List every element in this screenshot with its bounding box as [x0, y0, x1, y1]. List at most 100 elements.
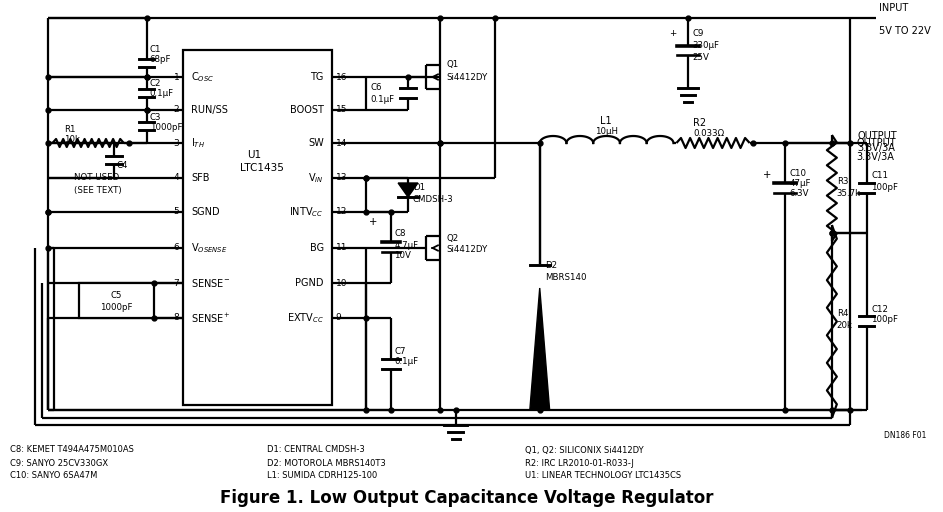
Text: C2: C2 — [150, 78, 161, 88]
Text: 3.3V/3A: 3.3V/3A — [856, 152, 895, 162]
Text: 0.1μF: 0.1μF — [150, 89, 174, 97]
Text: EXTV$_{CC}$: EXTV$_{CC}$ — [287, 311, 323, 325]
Text: CMDSH-3: CMDSH-3 — [413, 195, 454, 203]
Text: 15: 15 — [336, 105, 347, 115]
Text: DN186 F01: DN186 F01 — [884, 431, 926, 439]
Text: NOT USED: NOT USED — [74, 174, 120, 182]
Text: 4.7μF: 4.7μF — [394, 241, 419, 249]
Text: C12: C12 — [871, 305, 888, 313]
Text: BG: BG — [309, 243, 323, 253]
Text: 2: 2 — [174, 105, 179, 115]
Text: SGND: SGND — [191, 207, 220, 217]
Text: 11: 11 — [336, 244, 347, 252]
Text: OUTPUT: OUTPUT — [857, 131, 897, 141]
Text: D1: D1 — [413, 182, 425, 191]
Text: 10μH: 10μH — [595, 127, 618, 137]
Text: 0.1μF: 0.1μF — [394, 357, 419, 367]
Text: I$_{TH}$: I$_{TH}$ — [191, 136, 206, 150]
Text: 4: 4 — [174, 174, 179, 182]
Text: C1: C1 — [150, 45, 161, 53]
Text: 10: 10 — [336, 279, 347, 288]
Text: OUTPUT: OUTPUT — [856, 138, 896, 148]
Text: RUN/SS: RUN/SS — [191, 105, 228, 115]
Text: 10k: 10k — [64, 135, 80, 143]
Text: SFB: SFB — [191, 173, 209, 183]
Text: C7: C7 — [394, 347, 405, 355]
Text: C$_{OSC}$: C$_{OSC}$ — [191, 70, 214, 84]
Bar — [79, 283, 154, 318]
Text: C5: C5 — [110, 290, 122, 300]
Text: 14: 14 — [336, 139, 347, 147]
Text: Q2: Q2 — [447, 233, 459, 243]
Text: C8: C8 — [394, 229, 405, 239]
Text: 68pF: 68pF — [150, 55, 171, 65]
Text: SW: SW — [308, 138, 323, 148]
Text: Si4412DY: Si4412DY — [447, 245, 488, 254]
Text: L1: SUMIDA CDRH125-100: L1: SUMIDA CDRH125-100 — [268, 472, 377, 480]
Text: C11: C11 — [871, 172, 888, 181]
Text: 0.033Ω: 0.033Ω — [693, 130, 724, 139]
Text: 47μF: 47μF — [789, 179, 811, 187]
Text: Figure 1. Low Output Capacitance Voltage Regulator: Figure 1. Low Output Capacitance Voltage… — [220, 489, 713, 507]
Text: 6: 6 — [174, 244, 179, 252]
Text: INTV$_{CC}$: INTV$_{CC}$ — [290, 205, 323, 219]
Text: U1: LINEAR TECHNOLOGY LTC1435CS: U1: LINEAR TECHNOLOGY LTC1435CS — [525, 472, 681, 480]
Text: 100pF: 100pF — [871, 315, 899, 325]
Text: C10: SANYO 6SA47M: C10: SANYO 6SA47M — [10, 472, 97, 480]
Text: C8: KEMET T494A475M010AS: C8: KEMET T494A475M010AS — [10, 445, 134, 455]
Text: 1: 1 — [174, 73, 179, 81]
Text: R2: R2 — [693, 118, 706, 128]
Text: 330μF: 330μF — [692, 40, 720, 50]
Text: +: + — [369, 217, 377, 227]
Text: TG: TG — [310, 72, 323, 82]
Text: INPUT: INPUT — [880, 3, 909, 13]
Text: 1000pF: 1000pF — [150, 123, 182, 133]
Text: D2: MOTOROLA MBRS140T3: D2: MOTOROLA MBRS140T3 — [268, 459, 386, 467]
Text: 8: 8 — [174, 313, 179, 323]
Text: R2: IRC LR2010-01-R033-J: R2: IRC LR2010-01-R033-J — [525, 459, 634, 467]
Text: Si4412DY: Si4412DY — [447, 73, 488, 81]
Text: C9: C9 — [692, 29, 703, 37]
Text: L1: L1 — [601, 116, 612, 126]
Text: C3: C3 — [150, 114, 161, 122]
Text: 7: 7 — [174, 279, 179, 288]
Text: 16: 16 — [336, 73, 347, 81]
Text: D2: D2 — [545, 262, 556, 270]
Text: 12: 12 — [336, 207, 347, 217]
Text: SENSE$^{+}$: SENSE$^{+}$ — [191, 311, 230, 325]
Text: C9: SANYO 25CV330GX: C9: SANYO 25CV330GX — [10, 459, 108, 467]
Text: 3: 3 — [174, 139, 179, 147]
Text: 100pF: 100pF — [871, 182, 899, 191]
Text: 35.7k: 35.7k — [836, 188, 861, 198]
Text: 3.3V/3A: 3.3V/3A — [857, 143, 896, 153]
Text: V$_{IN}$: V$_{IN}$ — [308, 171, 323, 185]
Text: BOOST: BOOST — [290, 105, 323, 115]
Text: 9: 9 — [336, 313, 341, 323]
Text: R3: R3 — [836, 177, 849, 185]
Text: (SEE TEXT): (SEE TEXT) — [74, 185, 122, 195]
Text: C10: C10 — [789, 168, 806, 178]
Text: 25V: 25V — [692, 53, 709, 61]
Text: MBRS140: MBRS140 — [545, 273, 587, 283]
Text: R4: R4 — [836, 309, 849, 318]
Polygon shape — [398, 183, 418, 197]
Text: Q1, Q2: SILICONIX Si4412DY: Q1, Q2: SILICONIX Si4412DY — [525, 445, 643, 455]
Text: +: + — [670, 29, 676, 37]
Text: 13: 13 — [336, 174, 347, 182]
Bar — [183, 50, 332, 405]
Text: C6: C6 — [371, 83, 382, 93]
Text: +: + — [763, 170, 771, 180]
Text: 0.1μF: 0.1μF — [371, 95, 394, 103]
Text: 20k: 20k — [836, 322, 852, 331]
Text: PGND: PGND — [295, 278, 323, 288]
Text: Q1: Q1 — [447, 60, 459, 70]
Text: 1000pF: 1000pF — [100, 303, 132, 311]
Text: 6.3V: 6.3V — [789, 188, 809, 198]
Text: U1: U1 — [248, 150, 262, 160]
Polygon shape — [530, 288, 550, 410]
Text: R1: R1 — [64, 124, 75, 134]
Text: V$_{OSENSE}$: V$_{OSENSE}$ — [191, 241, 227, 255]
Text: C4: C4 — [117, 160, 128, 169]
Text: SENSE$^{-}$: SENSE$^{-}$ — [191, 277, 230, 289]
Text: D1: CENTRAL CMDSH-3: D1: CENTRAL CMDSH-3 — [268, 445, 365, 455]
